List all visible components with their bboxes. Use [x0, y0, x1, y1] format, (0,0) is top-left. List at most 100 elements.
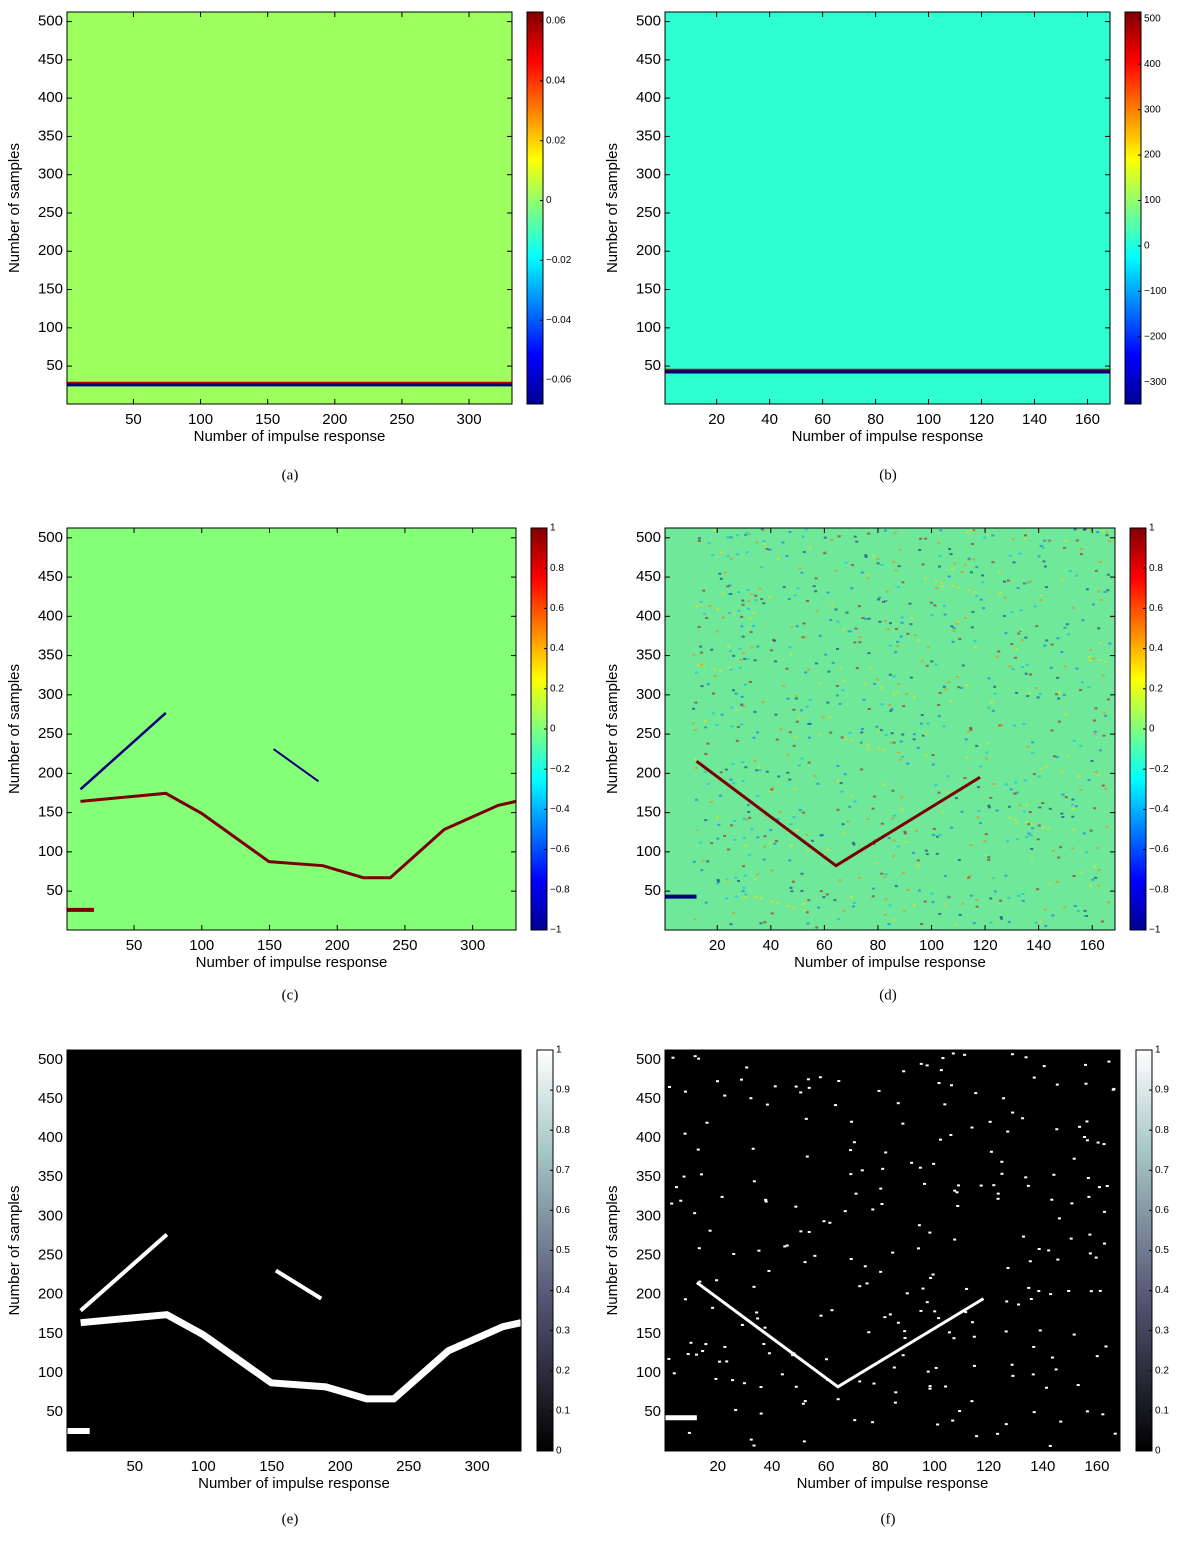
- colorbar-tick-label: 0.9: [1155, 1085, 1169, 1096]
- texture: [858, 1285, 862, 1288]
- texture: [813, 1254, 817, 1257]
- texture: [1085, 914, 1089, 917]
- texture: [1015, 838, 1019, 841]
- texture: [880, 872, 884, 875]
- texture: [821, 716, 825, 719]
- texture: [1104, 714, 1108, 717]
- texture: [741, 635, 745, 638]
- texture: [938, 565, 942, 568]
- texture: [1004, 1330, 1008, 1333]
- texture: [765, 547, 769, 550]
- texture: [843, 1210, 847, 1213]
- texture: [879, 1187, 883, 1190]
- texture: [800, 709, 804, 712]
- texture: [710, 842, 714, 845]
- texture: [1044, 1386, 1048, 1389]
- texture: [800, 872, 804, 875]
- texture: [697, 625, 701, 628]
- texture: [776, 818, 780, 821]
- texture: [1047, 827, 1051, 830]
- texture: [896, 585, 900, 588]
- texture: [1097, 590, 1101, 593]
- image-background: [665, 528, 1115, 930]
- texture: [1097, 868, 1101, 871]
- texture: [743, 874, 747, 877]
- texture: [828, 1221, 832, 1224]
- y-tick-label: 250: [636, 1247, 661, 1264]
- texture: [1106, 698, 1110, 701]
- texture: [1085, 1120, 1089, 1123]
- texture: [823, 551, 827, 554]
- texture: [1081, 619, 1085, 622]
- colorbar: [526, 11, 544, 405]
- colorbar-tick-label: 0.4: [1155, 1285, 1169, 1296]
- x-axis-label: Number of impulse response: [794, 954, 986, 971]
- texture: [762, 542, 766, 545]
- texture: [1080, 547, 1084, 550]
- colorbar-tick-label: −0.8: [1149, 884, 1169, 895]
- texture: [948, 548, 952, 551]
- texture: [983, 840, 987, 843]
- texture: [1073, 905, 1077, 908]
- texture: [790, 626, 794, 629]
- texture: [953, 1189, 957, 1192]
- texture: [1095, 1355, 1099, 1358]
- texture: [702, 589, 706, 592]
- texture: [734, 1409, 738, 1412]
- texture: [835, 684, 839, 687]
- y-tick-label: 450: [636, 51, 661, 68]
- texture: [938, 691, 942, 694]
- texture: [742, 817, 746, 820]
- x-tick-label: 100: [922, 1458, 947, 1475]
- texture: [880, 703, 884, 706]
- texture: [993, 685, 997, 688]
- texture: [715, 882, 719, 885]
- texture: [718, 669, 722, 672]
- texture: [928, 1231, 932, 1234]
- colorbar-tick-label: 0: [556, 1446, 562, 1457]
- y-tick-label: 150: [636, 281, 661, 298]
- y-tick-label: 150: [38, 1325, 63, 1342]
- texture: [718, 1360, 722, 1363]
- texture: [792, 744, 796, 747]
- texture: [842, 679, 846, 682]
- x-tick-label: 120: [976, 1458, 1001, 1475]
- texture: [901, 871, 905, 874]
- texture: [840, 790, 844, 793]
- texture: [1101, 530, 1105, 533]
- texture: [903, 1336, 907, 1339]
- texture: [729, 778, 733, 781]
- texture: [1047, 1249, 1051, 1252]
- texture: [818, 1076, 822, 1079]
- texture: [838, 702, 842, 705]
- texture: [726, 536, 730, 539]
- y-tick-label: 100: [636, 1364, 661, 1381]
- caption: (f): [881, 1511, 896, 1527]
- texture: [963, 563, 967, 566]
- texture: [746, 803, 750, 806]
- texture: [740, 1323, 744, 1326]
- trace: [272, 748, 320, 783]
- texture: [866, 577, 870, 580]
- texture: [741, 890, 745, 893]
- texture: [944, 1385, 948, 1388]
- texture: [822, 853, 826, 856]
- texture: [1026, 581, 1030, 584]
- texture: [830, 538, 834, 541]
- texture: [692, 722, 696, 725]
- texture: [699, 1173, 703, 1176]
- texture: [747, 607, 751, 610]
- texture: [815, 609, 819, 612]
- texture: [745, 818, 749, 821]
- texture: [1050, 1198, 1054, 1201]
- texture: [834, 569, 838, 572]
- texture: [897, 565, 901, 568]
- texture: [777, 775, 781, 778]
- texture: [916, 864, 920, 867]
- texture: [822, 1220, 826, 1223]
- texture: [803, 909, 807, 912]
- texture: [706, 742, 710, 745]
- texture: [1016, 894, 1020, 897]
- texture: [946, 895, 950, 898]
- texture: [807, 736, 811, 739]
